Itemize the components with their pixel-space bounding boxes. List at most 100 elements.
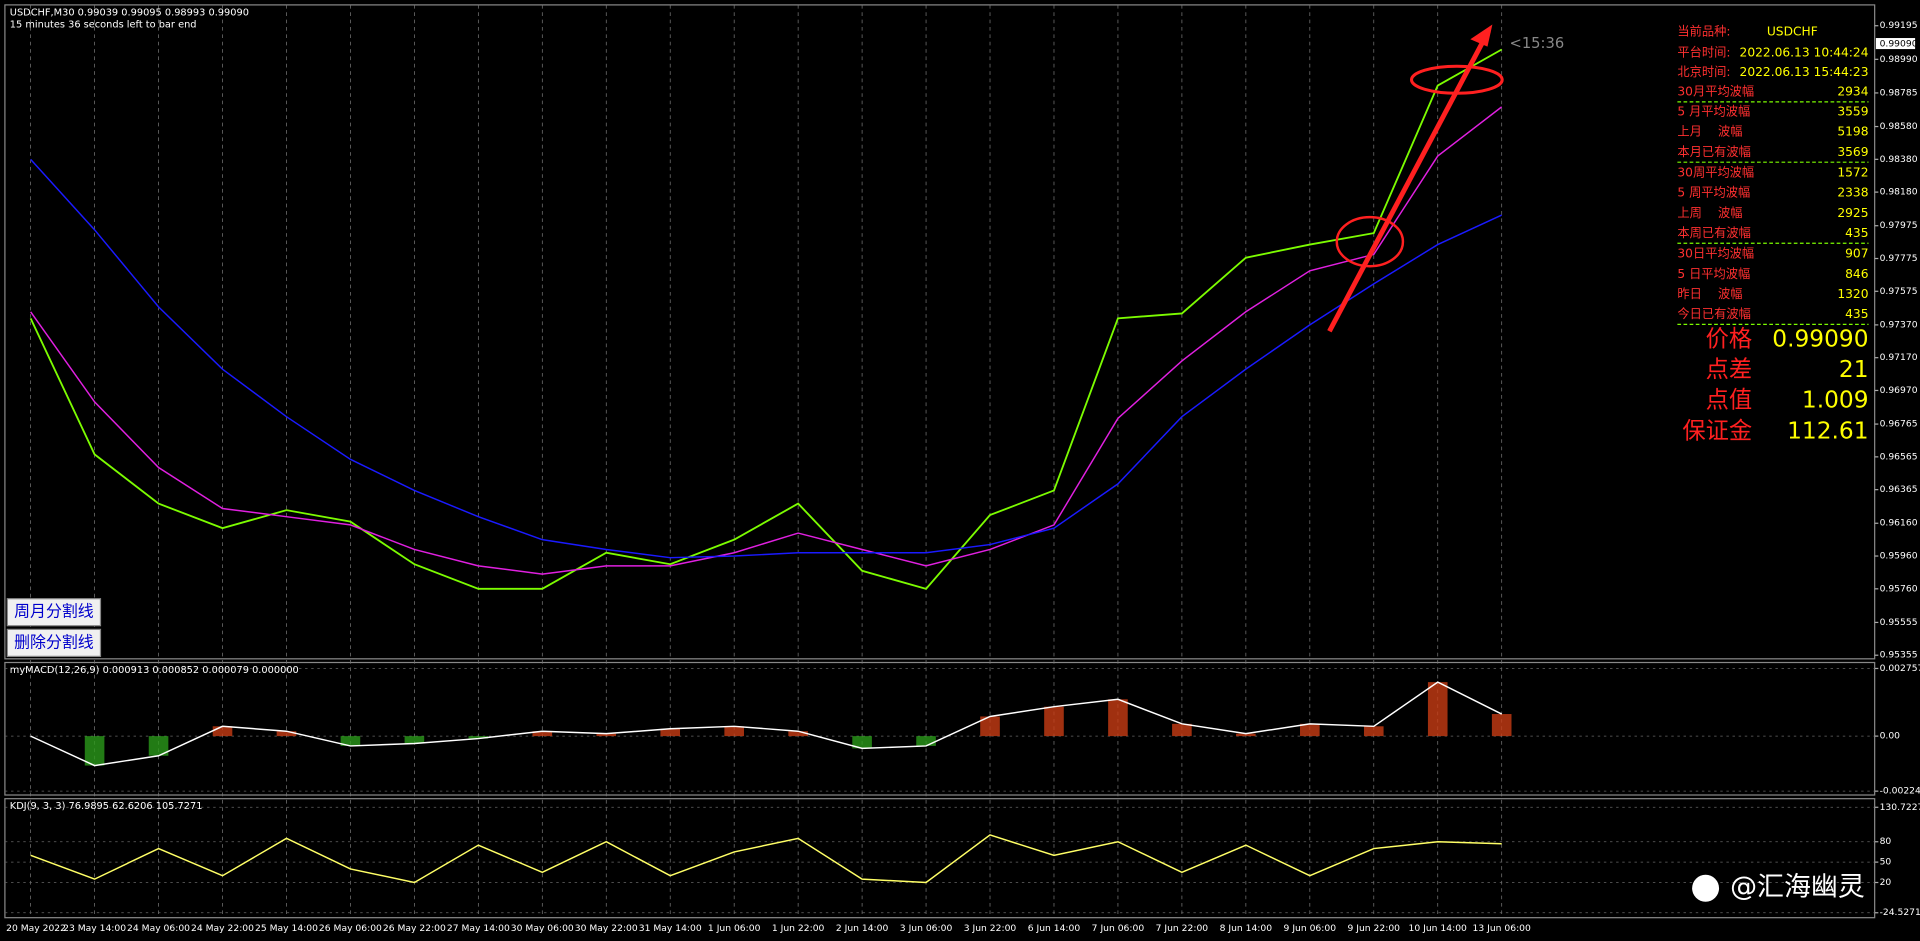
info-value: 907 [1845,247,1868,261]
button-label[interactable]: 周月分割线 [14,602,94,621]
x-tick-label: 10 Jun 14:00 [1409,923,1467,934]
macd-bar [212,726,233,737]
big-label: 点值 [1706,387,1753,414]
x-tick-label: 1 Jun 22:00 [772,923,825,934]
x-tick-label: 31 May 14:00 [639,923,702,934]
info-label: 本周已有波幅 [1677,225,1750,240]
big-label: 保证金 [1682,417,1752,444]
y-tick-label: 0.98380 [1880,154,1918,165]
big-value: 0.99090 [1772,325,1868,352]
y-tick-label: 0.95355 [1880,650,1918,661]
button[interactable] [6,598,102,627]
watermark: @汇海幽灵 [1730,872,1865,903]
x-tick-label: 27 May 14:00 [447,923,510,934]
info-label: 北京时间: [1677,65,1730,79]
macd-bar [340,736,361,746]
macd-bar [852,736,872,749]
countdown: <15:36 [1510,35,1565,52]
macd-bar [1300,723,1320,737]
y-tick-label: 0.00 [1880,731,1901,742]
info-label: 30月平均波幅 [1677,84,1754,99]
macd-bar [980,716,1000,737]
macd-bar [1363,726,1384,737]
info-value: 1572 [1837,166,1868,180]
y-tick-label: 0.96765 [1880,419,1918,430]
x-tick-label: 24 May 06:00 [127,923,190,934]
info-value: 2925 [1837,206,1868,220]
macd-bar [660,728,681,737]
annotation-ellipse [1335,215,1405,268]
info-label: 30周平均波幅 [1677,165,1754,180]
y-tick-label: 0.96365 [1880,484,1918,495]
big-value: 21 [1839,356,1869,383]
annotation-arrow [1327,29,1491,333]
macd-bar [468,736,489,739]
series-line [29,48,1503,590]
series-line [30,158,1503,559]
big-value: 1.009 [1802,387,1869,414]
x-tick-label: 26 May 06:00 [319,923,382,934]
macd-bar [788,731,808,737]
macd-bar [1172,723,1192,737]
info-label: 本月已有波幅 [1677,144,1750,159]
y-tick-label: 20 [1880,877,1892,888]
x-tick-label: 30 May 06:00 [511,923,574,934]
info-label: 昨日 波幅 [1677,286,1742,301]
price-tag: 0.99090 [1880,39,1918,50]
info-label: 平台时间: [1677,44,1730,59]
info-value: 2934 [1837,85,1868,99]
info-value: 5198 [1837,125,1868,139]
series-line [30,681,1503,767]
macd-bar [276,731,297,737]
x-tick-label: 9 Jun 22:00 [1348,923,1401,934]
main-panel [4,4,1876,660]
series-line [30,834,1502,884]
x-tick-label: 30 May 22:00 [575,923,638,934]
info-value: 3559 [1837,105,1868,119]
x-tick-label: 25 May 14:00 [255,923,318,934]
info-label: 今日已有波幅 [1677,306,1750,321]
macd-bar [148,736,169,756]
x-tick-label: 13 Jun 06:00 [1473,923,1531,934]
y-tick-label: 0.97975 [1880,220,1918,231]
y-tick-label: -24.5271 [1880,907,1920,918]
info-label: 30日平均波幅 [1677,246,1754,261]
y-tick-label: 0.002757 [1880,663,1920,674]
info-label: 上月 波幅 [1677,124,1742,139]
info-value: 846 [1845,267,1869,281]
macd-bar [596,733,617,737]
macd-bar [1491,714,1512,737]
x-tick-label: 7 Jun 06:00 [1092,923,1145,934]
macd-bar [404,736,425,744]
macd-bar [724,726,744,737]
info-value: 2022.06.13 15:44:23 [1740,65,1869,79]
info-value: 2338 [1837,186,1868,200]
y-tick-label: 130.7227 [1880,802,1920,813]
info-label: 当前品种: [1677,23,1730,38]
countdown-note: 15 minutes 36 seconds left to bar end [10,20,197,31]
x-tick-label: 1 Jun 06:00 [708,923,761,934]
big-value: 112.61 [1787,417,1868,444]
y-tick-label: 0.99195 [1880,20,1918,31]
big-label: 点差 [1706,356,1753,383]
panel-title: myMACD(12,26,9) 0.000913 0.000852 0.0000… [10,665,299,676]
y-tick-label: 0.96970 [1880,385,1918,396]
y-tick-label: 0.98580 [1880,121,1918,132]
info-value: 3569 [1837,145,1868,159]
info-value: USDCHF [1767,24,1818,38]
big-label: 价格 [1706,325,1753,352]
button-label[interactable]: 删除分割线 [14,632,94,651]
y-tick-label: 0.95760 [1880,583,1918,594]
kdj-panel [4,798,1876,919]
y-tick-label: 0.95555 [1880,617,1918,628]
info-value: 435 [1845,226,1868,240]
info-value: 2022.06.13 10:44:24 [1740,45,1869,59]
button[interactable] [6,628,102,657]
watermark-icon [1692,874,1720,902]
x-tick-label: 23 May 14:00 [63,923,126,934]
price-tag-bg [1875,38,1916,50]
info-label: 5 周平均波幅 [1677,185,1750,200]
macd-bar [1108,699,1128,737]
x-tick-label: 9 Jun 06:00 [1284,923,1337,934]
